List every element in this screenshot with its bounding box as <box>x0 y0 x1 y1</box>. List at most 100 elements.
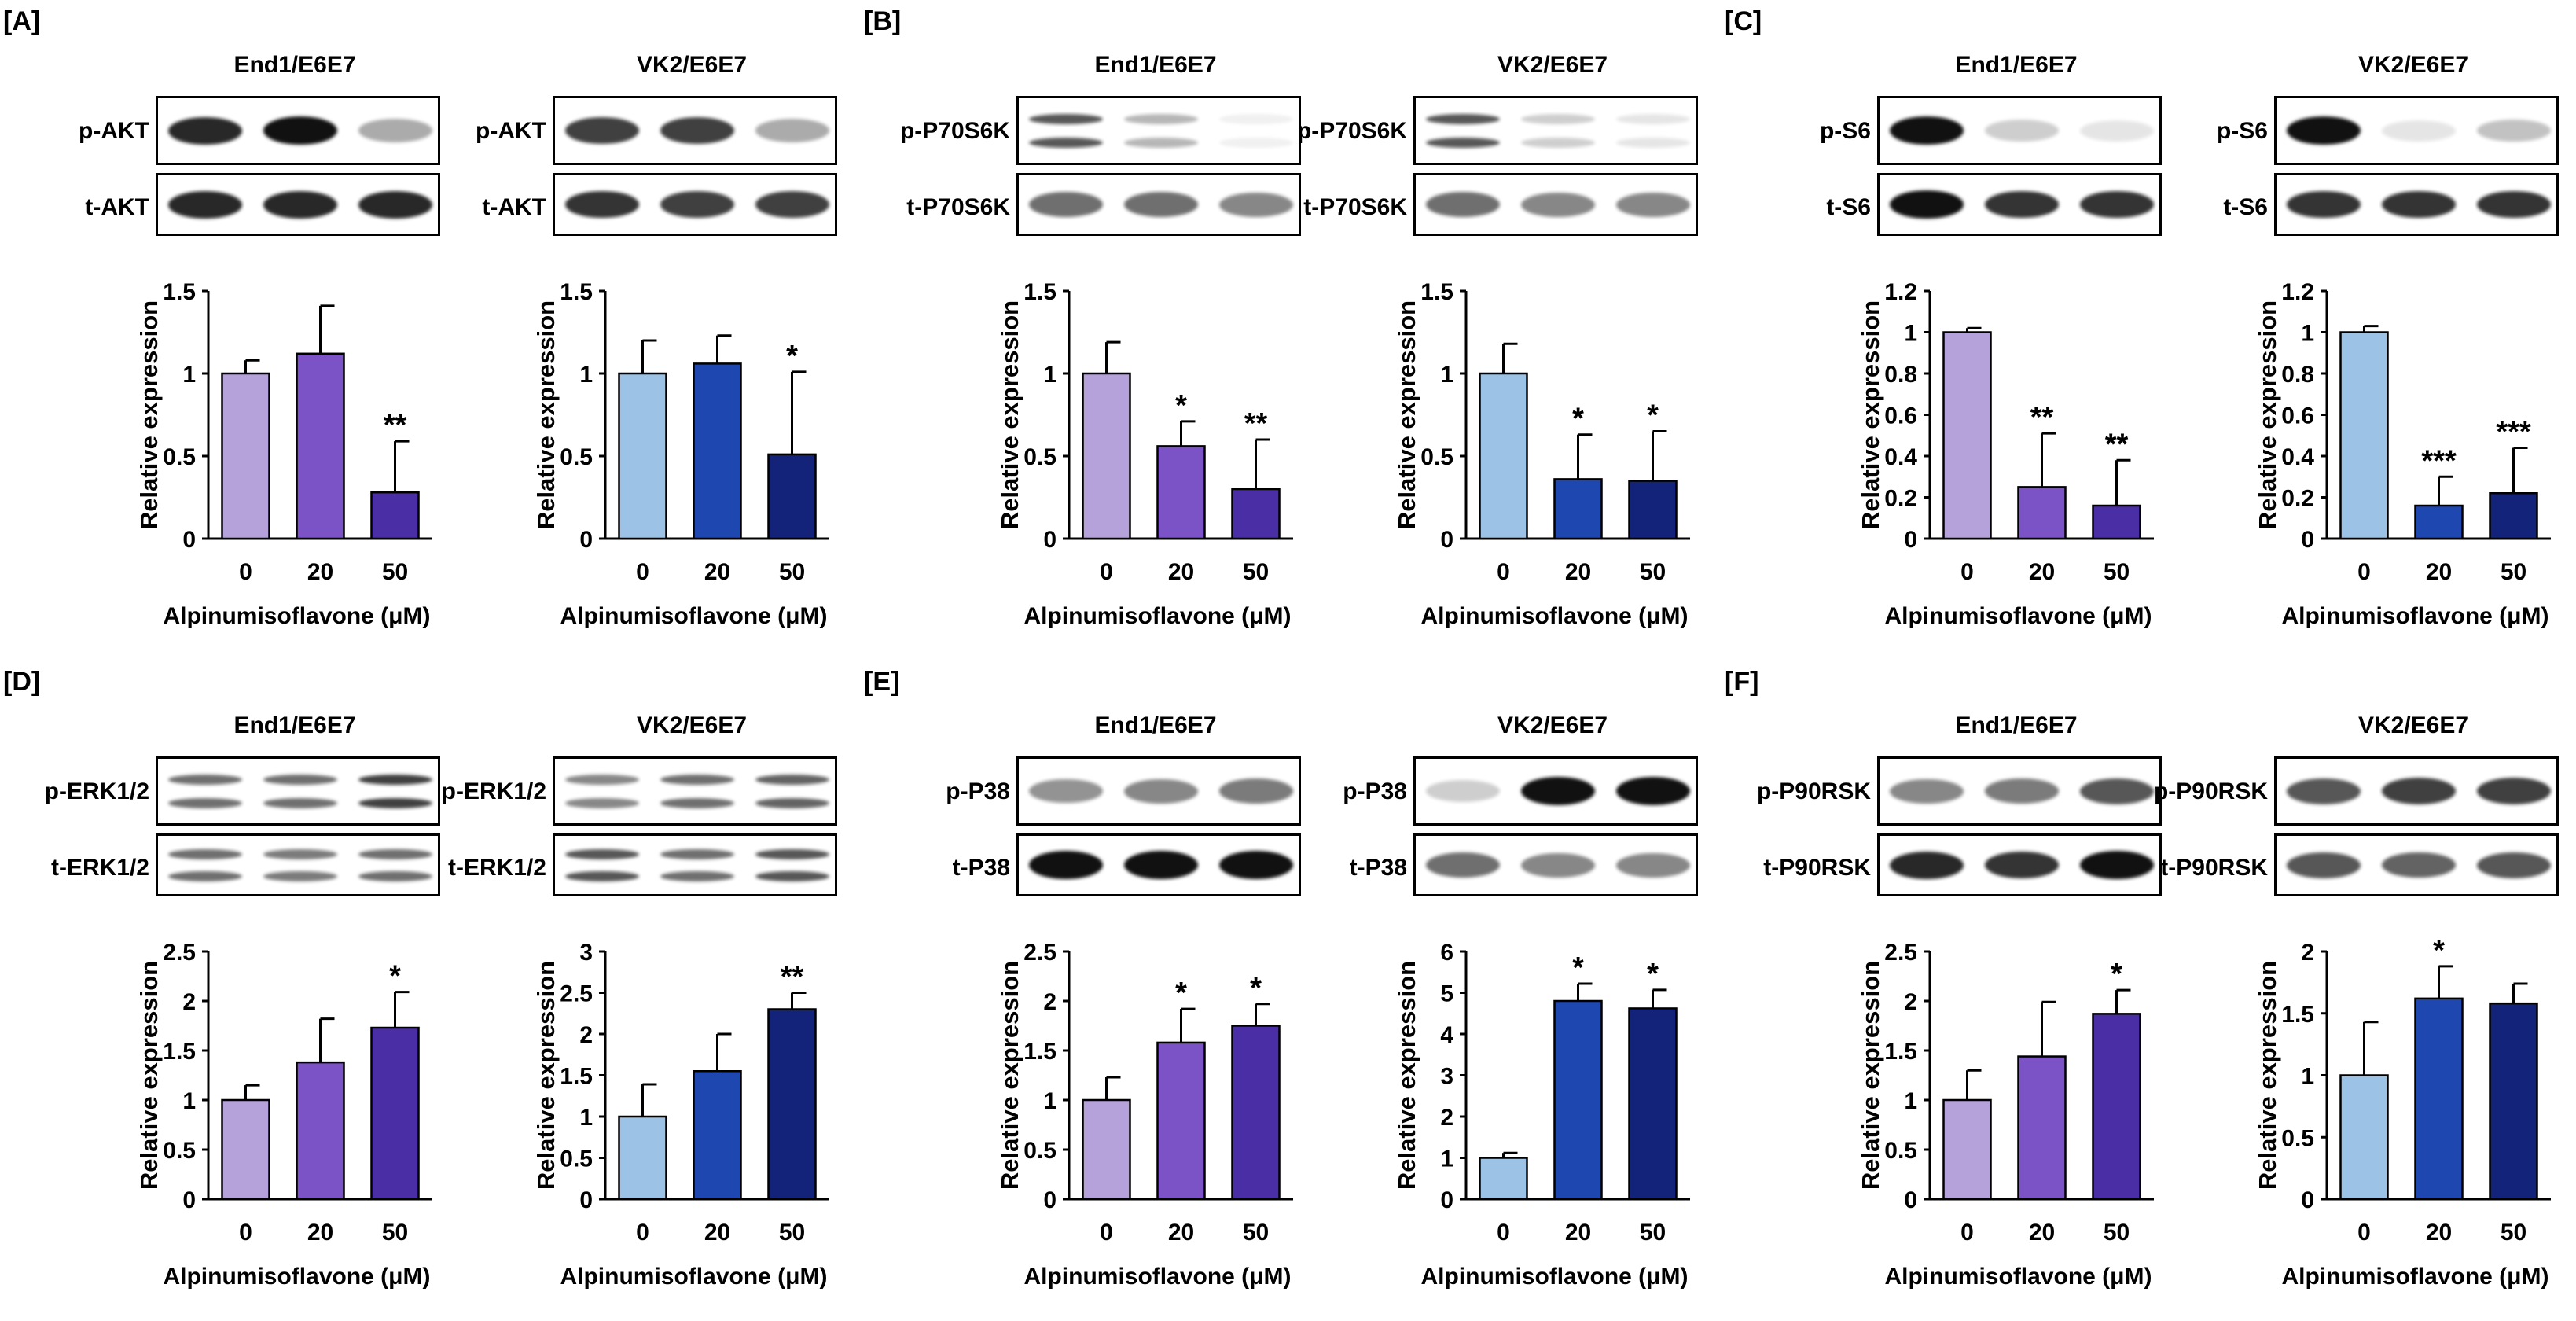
blot-label-total: t-ERK1/2 <box>447 855 546 881</box>
x-tick-label: 20 <box>704 1220 730 1246</box>
blot-phospho <box>1877 756 2162 826</box>
bar-20 <box>2414 504 2464 540</box>
blot-band <box>1123 138 1199 149</box>
x-tick-label: 20 <box>2426 559 2452 585</box>
blot-band <box>660 774 735 785</box>
bar-0 <box>618 1115 667 1201</box>
blot-band <box>565 870 640 881</box>
y-axis-label: Relative expression <box>135 300 163 529</box>
cell-title: VK2/E6E7 <box>1497 52 1608 78</box>
blot-band <box>1029 851 1104 879</box>
panel-label: [A] <box>3 6 41 36</box>
x-tick-label: 50 <box>2104 1220 2130 1246</box>
blot-total <box>553 173 837 236</box>
y-tick-label: 1.5 <box>560 279 593 305</box>
cell-end1: End1/E6E7 p-P38 t-P38 0 0.5 1 1.5 2 2.5 Relative … <box>892 660 1301 1321</box>
significance-mark: * <box>1175 389 1187 422</box>
blot-band <box>2079 190 2154 219</box>
bar-50 <box>1231 488 1281 540</box>
blot-label-total: t-P38 <box>952 855 1010 881</box>
significance-mark: *** <box>2421 444 2457 477</box>
significance-mark: * <box>1572 951 1584 984</box>
y-tick-label: 0.5 <box>1420 444 1453 470</box>
y-axis-label: Relative expression <box>1393 961 1420 1190</box>
significance-mark: ** <box>384 409 407 442</box>
blot-band <box>168 774 243 785</box>
y-tick-label: 0 <box>182 527 196 553</box>
bar-20 <box>2017 1055 2067 1201</box>
x-tick-label: 20 <box>307 559 333 585</box>
blot-label-total: t-AKT <box>85 194 149 220</box>
y-tick-label: 1 <box>2301 1064 2314 1090</box>
blot-band <box>2381 852 2457 878</box>
blot-label-phospho: p-ERK1/2 <box>44 778 149 804</box>
panel-5: [F] End1/E6E7 p-P90RSK t-P90RSK 0 0.5 1 1.5 2 2.5… <box>1722 660 2576 1321</box>
blot-band <box>2079 778 2154 804</box>
y-tick-label: 1.2 <box>1884 279 1917 305</box>
blot-phospho <box>156 96 440 165</box>
bar-20 <box>693 1070 742 1201</box>
blot-band <box>1426 852 1501 878</box>
blot-band <box>1029 192 1104 217</box>
blot-band <box>660 870 735 881</box>
blot-band <box>358 870 432 881</box>
blot-band <box>755 798 829 809</box>
y-tick-label: 2.5 <box>1884 940 1917 966</box>
y-tick-label: 0.5 <box>1884 1138 1917 1164</box>
y-tick-label: 0.4 <box>1884 444 1917 470</box>
x-tick-label: 0 <box>1960 1220 1974 1246</box>
y-axis-label: Relative expression <box>996 961 1023 1190</box>
bar-20 <box>1156 1041 1206 1201</box>
significance-mark: * <box>786 340 798 373</box>
y-tick-label: 1 <box>1043 1088 1056 1114</box>
y-tick-label: 0.4 <box>2281 444 2314 470</box>
blot-band <box>2381 778 2457 804</box>
y-tick-label: 6 <box>1440 940 1453 966</box>
y-tick-label: 0.8 <box>1884 362 1917 388</box>
bar-50 <box>370 1026 420 1201</box>
bar-20 <box>2017 486 2067 540</box>
y-tick-label: 2 <box>182 989 196 1015</box>
x-tick-label: 20 <box>1168 559 1194 585</box>
blot-band <box>565 190 640 219</box>
blot-label-phospho: p-P38 <box>1343 778 1407 804</box>
x-tick-label: 0 <box>1960 559 1974 585</box>
x-tick-label: 20 <box>1168 1220 1194 1246</box>
y-axis-label: Relative expression <box>996 300 1023 529</box>
blot-band <box>358 798 432 809</box>
blot-band <box>1123 192 1199 217</box>
bar-chart: 0 1 2 3 4 5 6 Relative expression 0 * 20 * 50 Alpinum… <box>1393 940 1690 1290</box>
y-tick-label: 1.2 <box>2281 279 2314 305</box>
bar-20 <box>1553 478 1603 540</box>
blot-band <box>168 848 243 859</box>
blot-band <box>1029 113 1104 124</box>
cell-title: VK2/E6E7 <box>2357 712 2469 738</box>
blot-label-phospho: p-P38 <box>946 778 1010 804</box>
blot-total <box>2274 833 2559 896</box>
cell-title: VK2/E6E7 <box>1497 712 1608 738</box>
bar-0 <box>1479 372 1528 540</box>
blot-band <box>1426 780 1501 802</box>
y-tick-label: 0.8 <box>2281 362 2314 388</box>
blot-band <box>1218 851 1293 879</box>
blot-band <box>168 116 243 145</box>
blot-band <box>263 848 338 859</box>
blot-label-phospho: p-P90RSK <box>1756 778 1871 804</box>
x-axis-label: Alpinumisoflavone (μM) <box>163 1264 430 1290</box>
blot-band <box>1218 138 1293 149</box>
x-tick-label: 0 <box>1497 1220 1510 1246</box>
panel-2: [C] End1/E6E7 p-S6 t-S6 0 0.2 0.4 0.6 0.8 1 1.2 Rel… <box>1722 0 2576 660</box>
blot-phospho <box>1877 96 2162 165</box>
significance-mark: ** <box>781 961 804 994</box>
blot-total <box>553 833 837 896</box>
blot-band <box>660 798 735 809</box>
cell-vk2: VK2/E6E7 p-ERK1/2 t-ERK1/2 0 0.5 1 1.5 2 2.5 3 Rel… <box>428 660 837 1321</box>
x-axis-label: Alpinumisoflavone (μM) <box>1420 603 1688 629</box>
blot-label-phospho: p-S6 <box>1819 118 1871 144</box>
blot-label-phospho: p-S6 <box>2216 118 2268 144</box>
blot-band <box>1123 851 1199 879</box>
significance-mark: ** <box>2105 428 2129 461</box>
